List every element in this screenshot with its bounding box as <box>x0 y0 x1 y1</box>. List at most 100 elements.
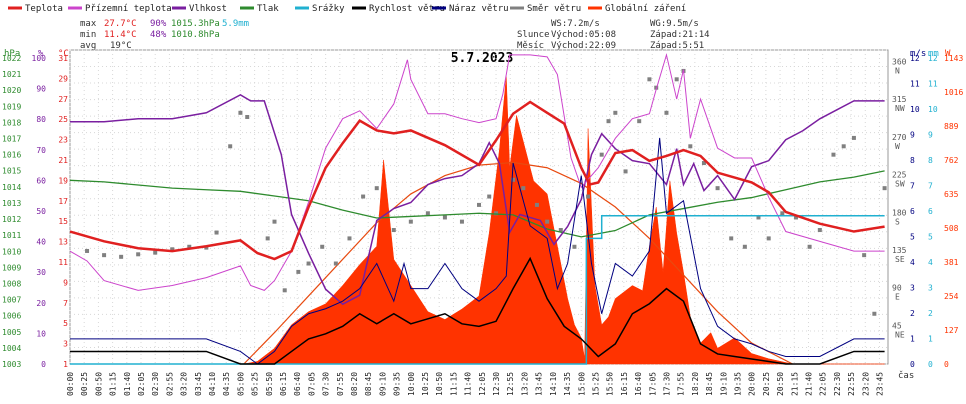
x-tick-label: 05:00 <box>236 372 245 396</box>
degc-tick-label: 11 <box>58 258 68 267</box>
ms-tick-label: 7 <box>910 182 915 191</box>
x-tick-label: 12:30 <box>492 372 501 396</box>
wind-dir-point <box>487 194 492 199</box>
stat-max-temp: 27.7°C <box>104 19 137 29</box>
wind-dir-point <box>851 135 856 140</box>
hpa-tick-label: 1020 <box>2 86 21 95</box>
legend-label: Vlhkost <box>189 4 227 14</box>
x-tick-label: 15:00 <box>577 372 586 396</box>
degc-tick-label: 7 <box>63 299 68 308</box>
wind-dir-point <box>729 236 734 241</box>
dir-tick-name: E <box>895 293 900 302</box>
x-axis-label: čas <box>898 370 914 381</box>
wm2-tick-label: 635 <box>944 190 959 199</box>
x-tick-label: 12:05 <box>478 372 487 396</box>
mm-tick-label: 5 <box>928 233 933 242</box>
x-tick-label: 20:50 <box>776 372 785 396</box>
pct-tick-label: 80 <box>36 115 46 124</box>
wind-dir-point <box>347 236 352 241</box>
x-tick-label: 17:05 <box>648 372 657 396</box>
mm-tick-label: 12 <box>928 54 938 63</box>
x-tick-label: 13:20 <box>520 372 529 396</box>
stat-ws: WS:7.2m/s <box>551 19 600 29</box>
pct-axis-label: % <box>38 49 44 59</box>
x-tick-label: 18:20 <box>691 372 700 396</box>
mm-axis-label: mm <box>928 49 939 59</box>
legend-label: Přízemní teplota <box>85 4 172 14</box>
wind-dir-point <box>459 219 464 224</box>
axes: 1022102110201019101810171016101510141013… <box>2 54 963 369</box>
humidity-line <box>70 93 885 306</box>
wind-dir-point <box>374 186 379 191</box>
wind-dir-point <box>170 247 175 252</box>
ms-tick-label: 9 <box>910 131 915 140</box>
ms-tick-label: 1 <box>910 335 915 344</box>
wm2-tick-label: 762 <box>944 156 959 165</box>
wind-dir-point <box>272 219 277 224</box>
pct-tick-label: 30 <box>36 268 46 277</box>
legend-label: Srážky <box>312 4 345 14</box>
legend: Teplota Přízemní teplota Vlhkost Tlak Srážky… <box>8 4 686 14</box>
hpa-tick-label: 1004 <box>2 344 21 353</box>
hpa-tick-label: 1022 <box>2 54 21 63</box>
x-tick-label: 17:30 <box>662 372 671 396</box>
degc-tick-label: 29 <box>58 74 68 83</box>
x-tick-label: 00:25 <box>80 372 89 396</box>
x-tick-label: 19:35 <box>733 372 742 396</box>
x-tick-label: 21:40 <box>804 372 813 396</box>
wind-dir-point <box>862 253 867 258</box>
stat-avg-label: avg <box>80 41 96 51</box>
mm-tick-label: 11 <box>928 80 938 89</box>
ground-temp-line <box>69 52 885 291</box>
wm2-tick-label: 889 <box>944 122 959 131</box>
x-tick-label: 10:50 <box>435 372 444 396</box>
x-tick-label: 06:40 <box>293 372 302 396</box>
legend-label: Směr větru <box>527 4 581 14</box>
mm-tick-label: 7 <box>928 182 933 191</box>
stat-max-press: 1015.3hPa <box>171 19 220 29</box>
wind-dir-point <box>442 215 447 220</box>
pct-tick-label: 10 <box>36 329 46 338</box>
wind-dir-point <box>882 186 887 191</box>
degc-axis-label: °C <box>58 49 69 59</box>
ms-tick-label: 4 <box>910 258 915 267</box>
hpa-tick-label: 1021 <box>2 70 21 79</box>
wind-dir-point <box>333 261 338 266</box>
wind-dir-point <box>228 144 233 149</box>
hpa-tick-label: 1012 <box>2 215 21 224</box>
dir-tick-deg: 225 <box>892 171 907 180</box>
stats-block: max 27.7°C 90% 1015.3hPa 5.9mm min 11.4°… <box>80 19 710 51</box>
wm2-tick-label: 0 <box>944 360 949 369</box>
wind-dir-point <box>408 219 413 224</box>
mm-tick-label: 9 <box>928 131 933 140</box>
dir-tick-name: N <box>895 67 900 76</box>
dir-tick-deg: 90 <box>892 284 902 293</box>
wind-dir-point <box>265 236 270 241</box>
ms-axis-label: m/s <box>910 49 926 59</box>
x-tick-label: 04:10 <box>208 372 217 396</box>
wind-dir-point <box>361 194 366 199</box>
mesic-zapad: Západ:5:51 <box>650 41 704 51</box>
x-tick-label: 05:50 <box>265 372 274 396</box>
hpa-tick-label: 1006 <box>2 312 21 321</box>
degc-tick-label: 17 <box>58 197 68 206</box>
degc-tick-label: 5 <box>63 319 68 328</box>
dir-tick-deg: 360 <box>892 58 907 67</box>
x-tick-label: 01:15 <box>109 372 118 396</box>
wm2-tick-label: 254 <box>944 292 959 301</box>
wind-dir-point <box>780 211 785 216</box>
x-tick-label: 11:40 <box>464 372 473 396</box>
wind-dir-point <box>766 236 771 241</box>
hpa-tick-label: 1018 <box>2 118 21 127</box>
slunce-vychod: Východ:05:08 <box>551 30 616 40</box>
mm-tick-label: 10 <box>928 105 938 114</box>
wind-dir-point <box>613 110 618 115</box>
wm2-tick-label: 508 <box>944 224 959 233</box>
x-tick-label: 22:30 <box>833 372 842 396</box>
x-tick-label: 02:55 <box>165 372 174 396</box>
wind-dir-point <box>204 245 209 250</box>
wind-dir-point <box>742 244 747 249</box>
x-tick-label: 09:10 <box>378 372 387 396</box>
x-tick-label: 04:35 <box>222 372 231 396</box>
